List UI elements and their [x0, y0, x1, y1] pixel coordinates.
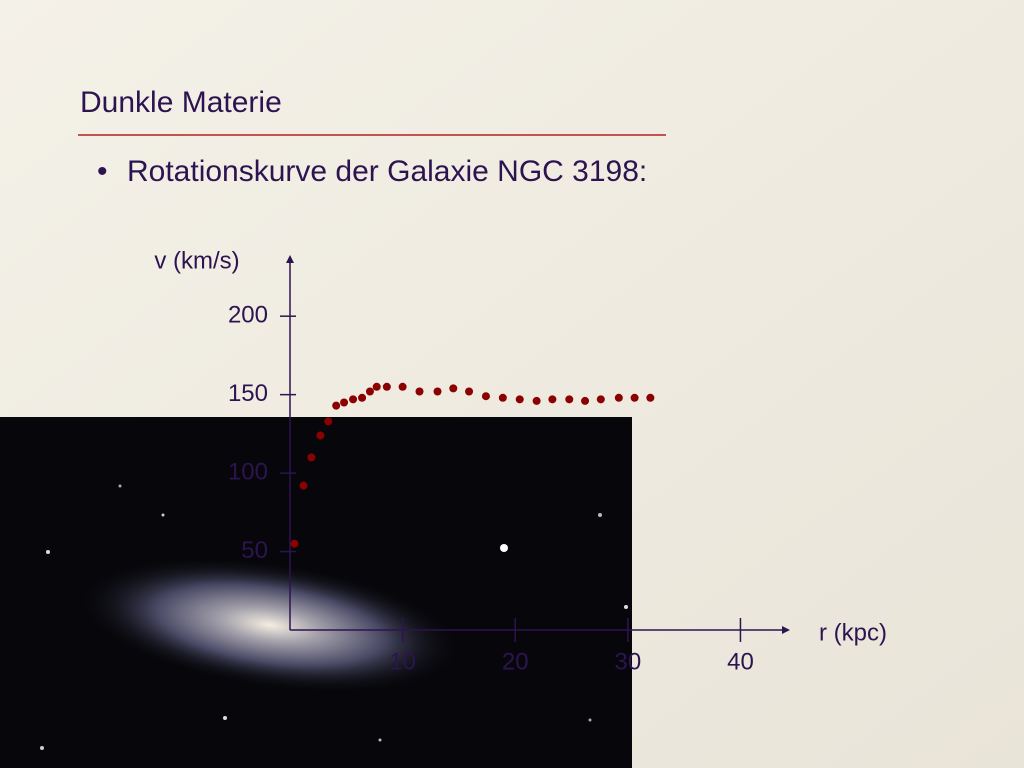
data-point	[307, 453, 316, 462]
data-point	[316, 431, 325, 440]
data-point	[433, 387, 442, 396]
x-tick-label: 30	[614, 648, 641, 675]
x-tick-label: 10	[389, 648, 416, 675]
y-axis-label: v (km/s)	[154, 247, 239, 274]
bullet-dot: •	[97, 155, 108, 188]
data-point	[398, 382, 407, 391]
data-point	[581, 396, 590, 405]
data-point	[372, 382, 381, 391]
data-point	[358, 393, 367, 402]
data-point	[449, 384, 458, 393]
y-tick-label: 150	[228, 380, 268, 407]
x-axis-arrow	[782, 626, 790, 634]
y-tick-label: 200	[228, 302, 268, 329]
bullet-text: Rotationskurve der Galaxie NGC 3198:	[127, 155, 647, 188]
chart: v (km/s) r (kpc) 50 100 150 200 10 20 30 40	[154, 247, 887, 675]
data-point	[465, 387, 474, 396]
data-point	[324, 417, 333, 426]
data-point	[614, 393, 623, 402]
data-point	[565, 395, 574, 404]
data-point	[340, 398, 349, 407]
data-point	[515, 395, 524, 404]
x-tick-label: 40	[727, 648, 754, 675]
data-point	[532, 396, 541, 405]
x-tick-label: 20	[502, 648, 529, 675]
data-point	[646, 393, 655, 402]
data-point	[365, 387, 374, 396]
data-point	[299, 481, 308, 490]
x-axis-label: r (kpc)	[819, 619, 887, 646]
data-point	[332, 401, 341, 410]
y-axis-arrow	[286, 255, 294, 263]
slide-title: Dunkle Materie	[80, 86, 282, 119]
y-tick-label: 50	[241, 537, 268, 564]
data-point	[290, 539, 299, 548]
galaxy-image	[0, 417, 632, 768]
data-point	[630, 393, 639, 402]
data-point	[596, 395, 605, 404]
data-point	[349, 395, 358, 404]
data-point	[498, 393, 507, 402]
y-tick-label: 100	[228, 458, 268, 485]
data-point	[382, 382, 391, 391]
data-point	[481, 392, 490, 401]
data-point	[415, 387, 424, 396]
data-point	[548, 395, 557, 404]
